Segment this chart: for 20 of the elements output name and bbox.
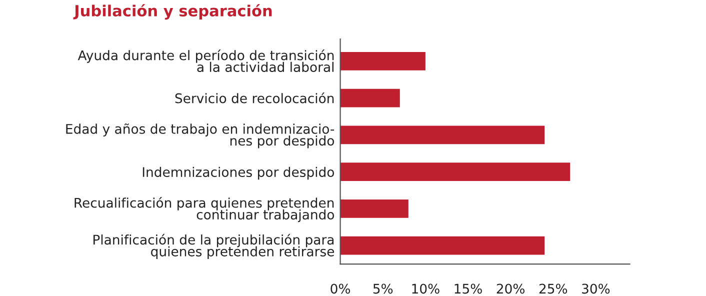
bar xyxy=(340,199,408,218)
y-tick-label: Recualificación para quienes pretenden continuar trabajando xyxy=(74,197,334,222)
x-tick-label: 0% xyxy=(330,284,350,294)
bar xyxy=(340,88,400,108)
x-tick-label: 5% xyxy=(373,284,393,294)
text: Jubilación y separación xyxy=(73,4,272,20)
bar xyxy=(340,126,545,144)
bar xyxy=(340,52,426,70)
y-tick-label: Servicio de recolocación xyxy=(175,92,334,104)
y-tick-label: Planificación de la prejubilación para quienes pretenden retirarse xyxy=(94,234,334,259)
bar xyxy=(340,236,545,255)
x-tick-label: 25% xyxy=(539,284,568,294)
x-tick-label: 20% xyxy=(496,284,524,294)
y-tick-label: Ayuda durante el período de transición a la actividad laboral xyxy=(78,50,334,72)
x-tick-label: 30% xyxy=(582,284,610,294)
x-tick-label: 15% xyxy=(454,284,482,294)
bar xyxy=(340,162,570,182)
y-tick-label: Indemnizaciones por despido xyxy=(142,166,334,180)
x-tick-label: 10% xyxy=(412,284,440,294)
y-tick-label: Edad y años de trabajo en indemnizacio- nes por despido xyxy=(66,123,334,148)
